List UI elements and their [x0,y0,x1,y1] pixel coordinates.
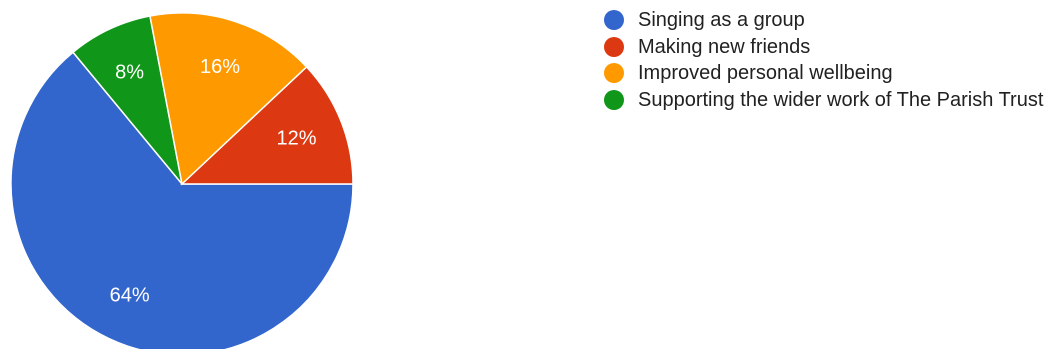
pie-slice-label: 64% [110,284,150,306]
legend-label: Making new friends [638,35,811,58]
pie-slice-improved-personal-wellbeing[interactable] [149,12,308,186]
legend-label: Improved personal wellbeing [638,62,893,84]
pie-slices [10,12,354,349]
legend-label: Supporting the wider work of The Parish … [638,88,1044,111]
pie-chart: 64% 8% 16% 12% [10,12,354,349]
legend-swatch-icon [604,10,624,30]
legend-swatch-icon [604,36,624,57]
pie-slice-label: 12% [276,128,316,150]
pie-slice-label: 8% [115,62,144,84]
legend: Singing as a group Making new friends Im… [604,8,1045,114]
legend-item-making-new-friends[interactable]: Making new friends [604,35,1045,59]
legend-swatch-icon [604,63,624,83]
pie-slice-label: 16% [200,56,240,78]
pie-slice-labels: 64% 8% 16% 12% [110,56,317,306]
legend-item-improved-personal-wellbeing[interactable]: Improved personal wellbeing [604,61,1045,85]
legend-swatch-icon [604,89,624,110]
legend-item-singing-as-a-group[interactable]: Singing as a group [604,8,1045,32]
pie-slice-singing-as-a-group[interactable] [10,51,354,349]
pie-slice-making-new-friends[interactable] [180,65,354,185]
legend-label: Singing as a group [638,9,805,31]
legend-item-supporting-parish-trust[interactable]: Supporting the wider work of The Parish … [604,88,1045,112]
